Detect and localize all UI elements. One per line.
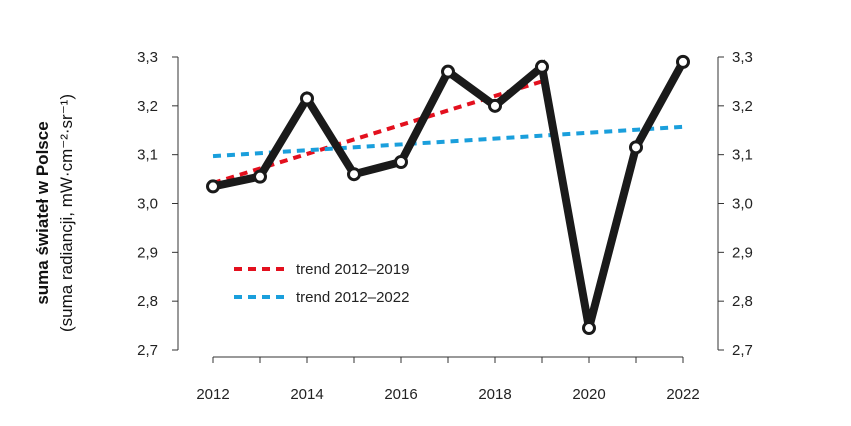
left-y-tick-label: 2,8 bbox=[137, 293, 158, 310]
data-point bbox=[629, 140, 643, 155]
data-point bbox=[394, 154, 408, 169]
left-y-tick-label: 3,3 bbox=[137, 49, 158, 66]
left-y-tick-label: 3,1 bbox=[137, 147, 158, 164]
data-point bbox=[582, 321, 596, 336]
x-axis: 2012 2014 2016 2018 2020 2022 bbox=[196, 356, 700, 403]
left-y-tick-label: 2,7 bbox=[137, 342, 158, 359]
x-tick-label: 2012 bbox=[196, 386, 229, 403]
right-y-axis: 2,7 2,8 2,9 3,0 3,1 3,2 3,3 bbox=[717, 49, 753, 359]
data-point bbox=[206, 179, 220, 194]
right-y-tick-label: 3,3 bbox=[732, 49, 753, 66]
legend-label: trend 2012–2019 bbox=[296, 261, 409, 278]
data-point bbox=[253, 169, 267, 184]
trend-line-2012-2022 bbox=[212, 124, 684, 159]
left-y-tick-label: 3,2 bbox=[137, 98, 158, 115]
x-tick-label: 2014 bbox=[290, 386, 323, 403]
data-point bbox=[300, 91, 314, 106]
data-point bbox=[676, 54, 690, 69]
legend: trend 2012–2019 trend 2012–2022 bbox=[234, 261, 409, 306]
x-tick-label: 2018 bbox=[478, 386, 511, 403]
data-point bbox=[535, 59, 549, 74]
data-point bbox=[441, 64, 455, 79]
y-axis-subtitle: (suma radiancji, mW·cm⁻²·sr⁻¹) bbox=[57, 94, 76, 332]
data-point bbox=[347, 167, 361, 182]
x-tick-label: 2020 bbox=[572, 386, 605, 403]
x-tick-label: 2022 bbox=[666, 386, 699, 403]
right-y-tick-label: 3,0 bbox=[732, 196, 753, 213]
left-y-axis: 2,7 2,8 2,9 3,0 3,1 3,2 3,3 bbox=[137, 49, 179, 359]
left-y-tick-label: 3,0 bbox=[137, 196, 158, 213]
legend-label: trend 2012–2022 bbox=[296, 289, 409, 306]
series-line bbox=[212, 59, 687, 330]
data-point bbox=[488, 98, 502, 113]
left-y-tick-label: 2,9 bbox=[137, 244, 158, 261]
data-series bbox=[206, 54, 690, 336]
x-tick-label: 2016 bbox=[384, 386, 417, 403]
y-axis-title: suma świateł w Polsce bbox=[33, 121, 52, 304]
right-y-tick-label: 2,9 bbox=[732, 244, 753, 261]
right-y-tick-label: 3,2 bbox=[732, 98, 753, 115]
right-y-tick-label: 3,1 bbox=[732, 147, 753, 164]
right-y-tick-label: 2,8 bbox=[732, 293, 753, 310]
right-y-tick-label: 2,7 bbox=[732, 342, 753, 359]
